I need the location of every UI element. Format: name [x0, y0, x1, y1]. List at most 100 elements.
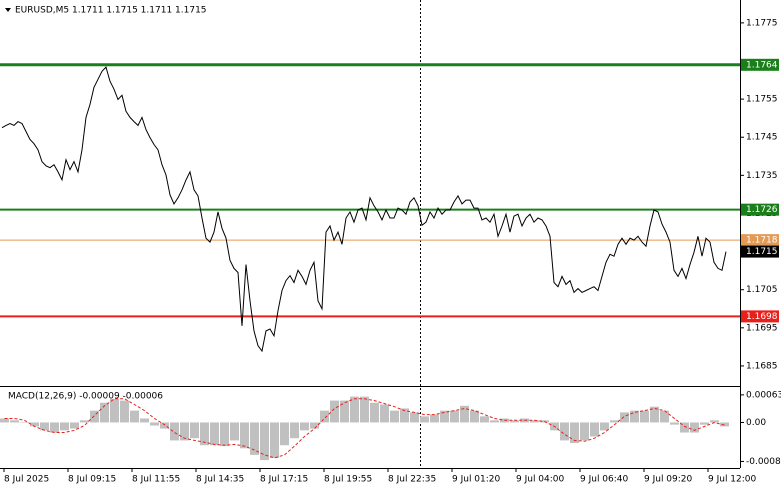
macd-bar [230, 422, 239, 441]
macd-bar [460, 405, 469, 423]
macd-bar [690, 422, 699, 433]
macd-bar [440, 410, 449, 423]
y-tick-label: 1.1755 [746, 95, 778, 105]
macd-bar [470, 410, 479, 423]
x-tick-label: 8 Jul 14:35 [196, 475, 244, 485]
macd-bar [680, 422, 689, 433]
macd-bar [670, 422, 679, 425]
x-tick-label: 8 Jul 09:15 [68, 475, 116, 485]
level-label: 1.1698 [746, 312, 778, 322]
x-tick-label: 8 Jul 11:55 [132, 475, 180, 485]
y-tick-label: 1.1735 [746, 171, 778, 181]
macd-bar [390, 410, 399, 423]
macd-bar [310, 422, 319, 429]
x-tick-label: 9 Jul 06:40 [580, 475, 629, 485]
macd-bar [250, 422, 259, 455]
y-tick-label: 1.1685 [746, 361, 778, 371]
macd-bar [320, 410, 329, 423]
macd-bar [430, 414, 439, 423]
macd-bar [370, 402, 379, 423]
macd-bar [360, 396, 369, 423]
macd-title: MACD(12,26,9) -0.00009 -0.00006 [8, 392, 163, 402]
y-tick-label: 1.1745 [746, 133, 778, 143]
y-tick-label: 0.00 [746, 418, 766, 428]
level-tag [741, 310, 779, 323]
macd-bar [490, 420, 499, 423]
macd-bar [700, 422, 709, 425]
macd-bar [610, 420, 619, 423]
macd-bar [80, 420, 89, 423]
macd-bar [140, 418, 149, 423]
x-tick-label: 8 Jul 19:55 [324, 475, 372, 485]
macd-bar [330, 400, 339, 423]
macd-bar [0, 418, 9, 423]
macd-bar [570, 422, 579, 444]
y-tick-label: 1.1775 [746, 18, 778, 28]
macd-bar [60, 422, 69, 431]
menu-arrow[interactable] [5, 8, 11, 12]
level-label: 1.1726 [746, 205, 778, 215]
macd-bar [620, 412, 629, 423]
macd-bar [290, 422, 299, 439]
macd-bar [280, 422, 289, 446]
macd-bar [70, 422, 79, 429]
macd-bar [600, 422, 609, 431]
macd-bar [10, 420, 19, 423]
macd-bar [720, 422, 729, 427]
macd-bar [130, 410, 139, 423]
macd-bar [150, 422, 159, 426]
macd-bar [380, 404, 389, 423]
macd-bar [590, 422, 599, 437]
macd-bar [350, 396, 359, 423]
macd-bar [630, 410, 639, 423]
macd-bar [420, 416, 429, 423]
x-tick-label: 9 Jul 09:20 [644, 475, 693, 485]
signal-line [4, 398, 725, 459]
macd-bar [100, 402, 109, 423]
macd-bar [660, 410, 669, 423]
level-label: 1.1764 [746, 60, 778, 70]
x-tick-label: 8 Jul 2025 [4, 475, 49, 485]
macd-bar [710, 420, 719, 423]
chart-title: EURUSD,M5 1.1711 1.1715 1.1711 1.1715 [15, 6, 207, 16]
macd-bar [180, 422, 189, 441]
level-tag [741, 234, 779, 247]
price-tag-label: 1.1715 [746, 247, 778, 257]
macd-bar [480, 416, 489, 423]
x-tick-label: 8 Jul 17:15 [260, 475, 308, 485]
macd-bar [560, 422, 569, 441]
macd-bar [220, 422, 229, 447]
y-tick-label: 1.1695 [746, 323, 778, 333]
macd-bar [270, 422, 279, 458]
macd-bar [160, 422, 169, 429]
macd-bar [20, 422, 29, 423]
macd-bar [190, 422, 199, 439]
macd-bar [110, 398, 119, 423]
macd-bar [640, 410, 649, 423]
level-tag [741, 58, 779, 71]
macd-bar [200, 422, 209, 446]
macd-bar [260, 422, 269, 461]
macd-bar [90, 410, 99, 423]
macd-bar [170, 422, 179, 441]
price-line [1, 66, 727, 353]
macd-bar [300, 422, 309, 431]
macd-bar [30, 422, 39, 427]
x-tick-label: 8 Jul 22:35 [388, 475, 436, 485]
y-tick-label: 0.00063 [746, 390, 781, 400]
macd-bar [510, 420, 519, 423]
macd-bar [40, 422, 49, 431]
macd-bar [580, 422, 589, 441]
price-tag [741, 245, 779, 258]
level-label: 1.1718 [746, 236, 778, 246]
macd-bar [650, 406, 659, 423]
macd-bar [340, 400, 349, 423]
y-tick-label: -0.00089 [746, 457, 781, 467]
x-tick-label: 9 Jul 04:00 [516, 475, 565, 485]
macd-bar [240, 422, 249, 449]
x-tick-label: 9 Jul 12:00 [708, 475, 757, 485]
macd-bar [120, 400, 129, 423]
macd-bar [410, 412, 419, 423]
macd-bar [530, 420, 539, 423]
